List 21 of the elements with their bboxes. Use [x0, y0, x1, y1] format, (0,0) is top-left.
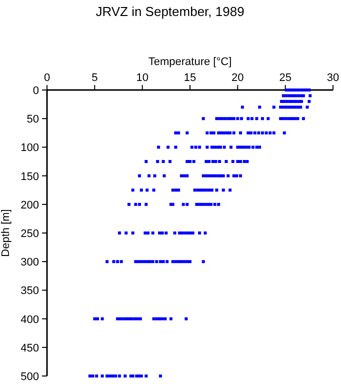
y-tick-label: 400 [20, 314, 39, 326]
x-tick-label: 5 [92, 72, 98, 84]
chart-title: JRVZ in September, 1989 [96, 4, 244, 19]
x-tick-label: 0 [44, 72, 50, 84]
y-tick-label: 150 [20, 170, 39, 183]
y-tick-label: 350 [20, 285, 39, 298]
x-tick-label: 25 [279, 72, 292, 84]
y-tick-label: 200 [20, 199, 39, 212]
y-axis-title: Depth [m] [0, 209, 12, 257]
y-tick-label: 100 [20, 142, 39, 154]
x-axis-title: Temperature [°C] [148, 56, 232, 68]
x-tick-label: 20 [232, 72, 244, 84]
x-tick-label: 30 [326, 72, 340, 84]
y-tick-label: 300 [20, 256, 39, 269]
y-tick-label: 0 [32, 85, 39, 97]
y-tick-label: 500 [20, 371, 39, 383]
y-tick-label: 250 [20, 228, 39, 240]
x-tick-label: 10 [136, 72, 148, 84]
y-tick-label: 50 [26, 114, 39, 126]
y-tick-label: 450 [20, 342, 39, 354]
x-tick-label: 15 [184, 72, 196, 84]
